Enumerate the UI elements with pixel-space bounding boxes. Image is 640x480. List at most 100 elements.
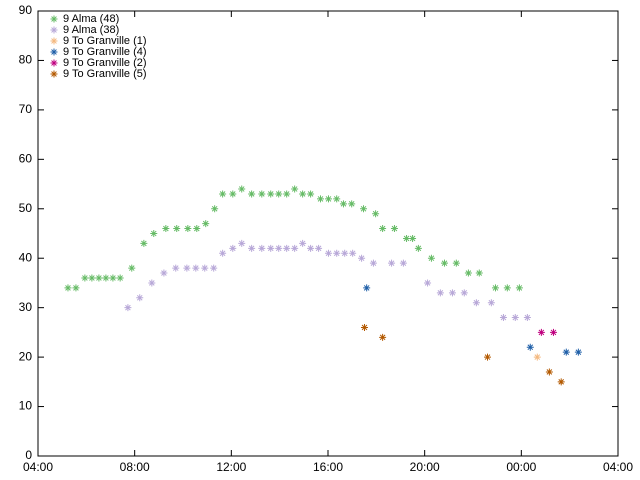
point [515,284,523,292]
point [317,195,325,203]
y-tick-label: 10 [19,399,33,413]
point [379,225,387,233]
point [360,323,368,331]
legend-symbol [50,48,58,56]
point [219,249,227,257]
legend-label: 9 To Granville (2) [63,57,147,69]
point [363,284,371,292]
point [229,244,237,252]
point [72,284,80,292]
point [202,220,210,228]
legend-symbol [50,59,58,67]
point [160,269,168,277]
point [324,195,332,203]
point [349,249,357,257]
point [258,244,266,252]
point [324,249,332,257]
x-tick-label: 00:00 [506,460,536,474]
point [248,244,256,252]
point [172,264,180,272]
point [360,205,368,213]
y-tick-label: 50 [19,201,33,215]
point [448,289,456,297]
point [399,259,407,267]
legend-symbol [50,26,58,34]
point [148,279,156,287]
point [491,284,499,292]
point [162,225,170,233]
point [184,225,192,233]
point [436,289,444,297]
point [499,314,507,322]
point [193,225,201,233]
point [562,348,570,356]
point [88,274,96,282]
point [464,269,472,277]
point [341,249,349,257]
point [427,254,435,262]
point [388,259,396,267]
legend-label: 9 To Granville (5) [63,68,147,80]
point [210,264,218,272]
point [403,234,411,242]
point [315,244,323,252]
point [523,314,531,322]
legend-label: 9 To Granville (4) [63,46,147,58]
point [128,264,136,272]
point [307,244,315,252]
x-tick-label: 12:00 [216,460,246,474]
x-tick-label: 04:00 [23,460,53,474]
y-tick-label: 0 [25,448,32,462]
point [333,195,341,203]
legend-label: 9 Alma (38) [63,24,119,36]
point [258,190,266,198]
point [424,279,432,287]
point [307,190,315,198]
point [238,239,246,247]
y-tick-label: 70 [19,102,33,116]
point [291,185,299,193]
point [511,314,519,322]
point [229,190,237,198]
point [333,249,341,257]
point [472,299,480,307]
point [503,284,511,292]
point [526,343,534,351]
point [116,274,124,282]
point [109,274,117,282]
point [484,353,491,361]
point [238,185,246,193]
point [140,239,148,247]
point [390,225,398,233]
point [211,205,219,213]
y-tick-label: 80 [19,53,33,67]
point [283,244,291,252]
point [537,328,545,336]
point [219,190,227,198]
point [372,210,380,218]
point [574,348,582,356]
point [283,190,291,198]
legend: 9 Alma (48)9 Alma (38)9 To Granville (1)… [50,13,147,80]
legend-symbol [50,15,58,23]
x-tick-label: 20:00 [410,460,440,474]
point [275,190,283,198]
point [358,254,366,262]
point [267,190,275,198]
point [299,239,307,247]
legend-symbol [50,37,58,45]
point [150,230,158,237]
point [348,200,356,208]
point [440,259,448,267]
point [452,259,460,267]
point [183,264,191,272]
point [409,234,417,242]
y-tick-label: 90 [19,3,33,17]
point [95,274,103,282]
point [487,299,495,307]
point [291,244,299,252]
point [369,259,377,267]
point [414,244,422,252]
point [136,294,144,302]
